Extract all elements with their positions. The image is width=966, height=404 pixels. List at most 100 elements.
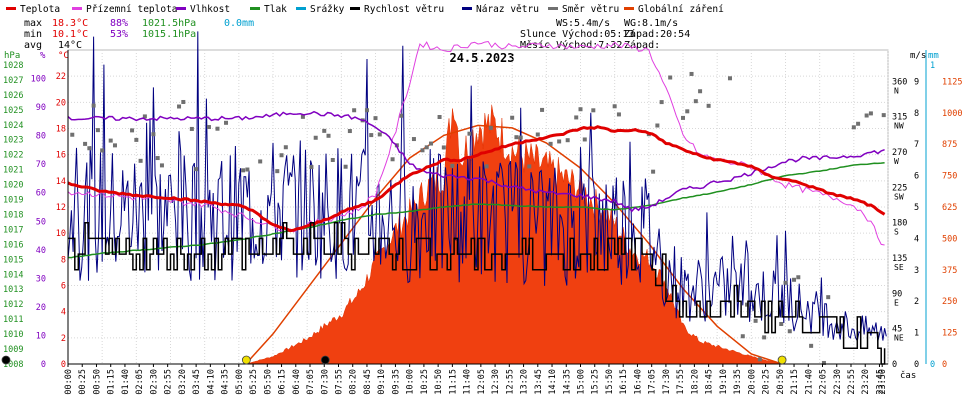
wind-direction-point [83,141,88,146]
temp-tick-8: 8 [61,255,66,265]
hpa-tick-1026: 1026 [3,91,23,101]
wind-direction-point [727,76,732,81]
temp-tick-12: 12 [56,203,66,213]
wind-direction-point [612,104,617,109]
rad-tick-875: 875 [942,140,957,150]
wind-direction-point [441,145,446,150]
rad-tick-0: 0 [942,360,947,370]
unit-ms: m/s [910,51,926,61]
dir-tick-225: 225 [892,183,907,193]
markers [1,355,787,365]
stats-max-hum: 88% [110,18,128,29]
wind-direction-point [740,334,745,339]
wind-direction-point [548,141,553,146]
rad-tick-1125: 1125 [942,77,962,87]
time-label-42: 17:30 [662,369,672,395]
wind-direction-point [189,126,194,131]
dir-tick-135: 135 [892,254,907,264]
time-label-40: 16:40 [633,369,643,395]
wind-direction-point [787,329,792,334]
wind-direction-point [206,125,211,130]
time-label-26: 10:50 [434,369,444,395]
dir-tick-315: 315 [892,113,907,123]
ms-tick-5: 5 [914,203,919,213]
temp-tick-4: 4 [61,308,66,318]
ms-tick-3: 3 [914,266,919,276]
time-label-6: 02:30 [149,369,159,395]
wind-direction-point [689,71,694,76]
pct-tick-90: 90 [36,103,46,113]
time-label-2: 00:50 [92,369,102,395]
legend-label-8: Globální záření [638,4,724,15]
wind-direction-point [484,164,489,169]
time-label-14: 05:50 [263,369,273,395]
wind-direction-point [112,143,117,148]
axes: 1008100910101011101210131014101510161017… [3,50,962,395]
wind-direction-point [574,115,579,120]
rad-tick-750: 750 [942,172,957,182]
legend-label-2: Vlhkost [190,4,230,15]
time-label-3: 01:15 [107,369,117,395]
hpa-tick-1020: 1020 [3,181,23,191]
time-label-24: 10:00 [406,369,416,395]
wind-direction-point [343,164,348,169]
hpa-tick-1021: 1021 [3,166,23,176]
wind-direction-point [450,163,455,168]
wind-direction-point [851,125,856,130]
hpa-tick-1018: 1018 [3,210,23,220]
time-label-55: 22:55 [847,369,857,395]
wind-direction-point [241,168,246,173]
time-label-16: 06:40 [292,369,302,395]
dir-letter-SE: SE [894,263,904,272]
hpa-tick-1024: 1024 [3,121,23,131]
wind-direction-point [245,167,250,172]
time-label-19: 07:55 [334,369,344,395]
wind-direction-series [70,71,886,365]
rad-tick-125: 125 [942,329,957,339]
hpa-tick-1008: 1008 [3,360,23,370]
dir-letter-NW: NW [894,122,904,131]
time-label-11: 04:35 [221,369,231,395]
mm-tick-0: 0 [930,360,935,370]
wind-direction-point [352,108,357,113]
legend-label-4: Srážky [310,4,345,15]
unit-pct: % [40,51,46,61]
wind-direction-point [864,113,869,118]
info-mesic-zapad: Západ: [624,39,660,51]
dir-tick-90: 90 [892,289,902,299]
stats-max-rain: 0.0mm [224,18,254,29]
hpa-tick-1019: 1019 [3,196,23,206]
time-label-8: 03:20 [178,369,188,395]
time-label-37: 15:25 [591,369,601,395]
temp-tick-14: 14 [56,177,66,187]
time-label-57: 23:45 [875,369,885,395]
rad-tick-1000: 1000 [942,109,962,119]
time-label-44: 18:20 [690,369,700,395]
wind-direction-point [377,132,382,137]
time-label-25: 10:25 [420,369,430,395]
wind-direction-point [330,157,335,162]
wind-direction-point [753,318,758,323]
time-label-20: 08:20 [349,369,359,395]
info-ws: WS:5.4m/s [556,18,610,29]
time-label-21: 08:45 [363,369,373,395]
temp-tick-6: 6 [61,282,66,292]
wind-direction-point [159,163,164,168]
wind-direction-point [510,115,515,120]
legend-label-6: Náraz větru [476,4,539,15]
temp-tick-16: 16 [56,151,66,161]
legend-swatch-7 [548,7,558,10]
wind-direction-point [369,133,374,138]
info-slunce: Slunce Východ:05:13 [520,28,634,40]
chart-title: 24.5.2023 [449,51,514,65]
wind-direction-point [95,128,100,133]
wind-direction-point [557,139,562,144]
wind-direction-point [138,158,143,163]
stats-min-temp: 10.1°C [52,29,88,40]
wind-direction-point [100,148,105,153]
hpa-tick-1010: 1010 [3,330,23,340]
wind-direction-point [856,121,861,126]
time-label-38: 15:50 [605,369,615,395]
ms-tick-4: 4 [914,234,919,244]
